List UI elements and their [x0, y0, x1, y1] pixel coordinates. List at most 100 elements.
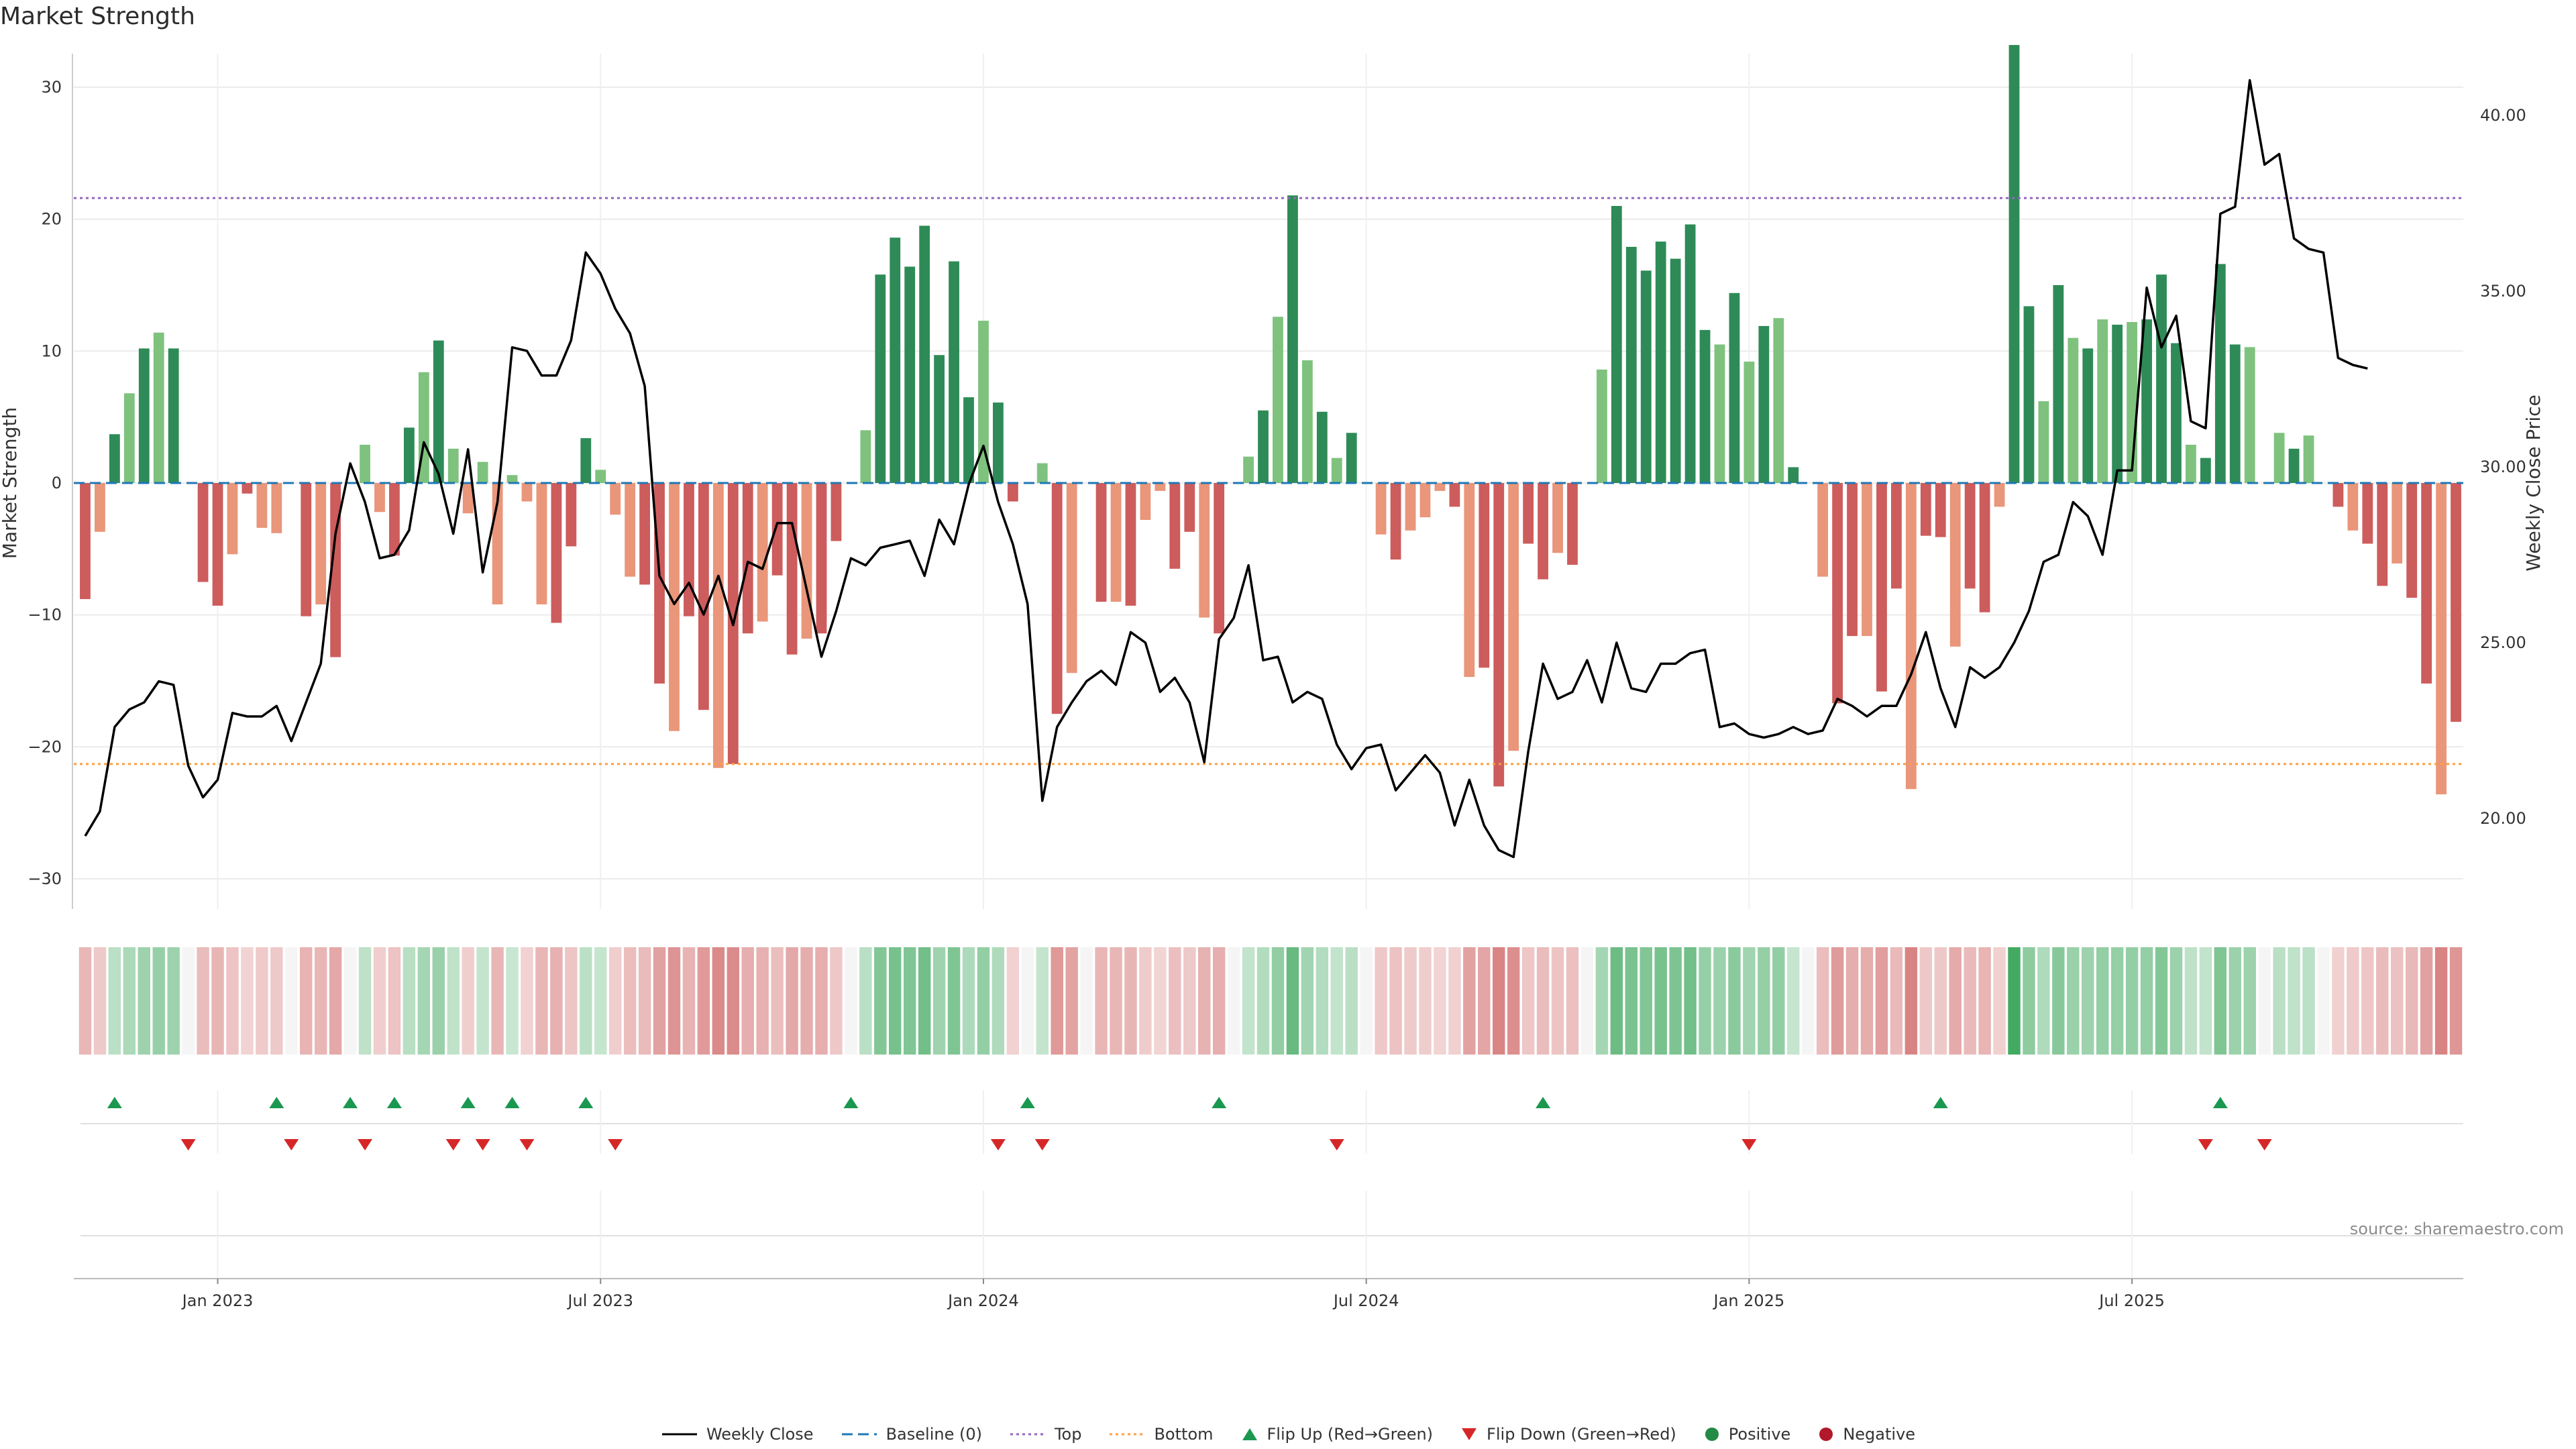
legend-label-flip-up: Flip Up (Red→Green) — [1267, 1425, 1434, 1444]
heat-cell — [1919, 947, 1933, 1055]
strength-bar — [1935, 483, 1946, 537]
strength-bar — [1773, 318, 1784, 483]
strength-bar — [2421, 483, 2432, 684]
strength-bar — [2273, 433, 2285, 483]
heat-cell — [1728, 947, 1741, 1055]
strength-bar — [904, 266, 916, 483]
strength-bar — [816, 483, 827, 634]
strength-bar — [1464, 483, 1475, 678]
negative-dot-icon — [1819, 1428, 1833, 1441]
strength-bar — [2200, 458, 2211, 483]
heat-cell — [565, 947, 578, 1055]
heat-cell — [2302, 947, 2315, 1055]
strength-bar — [1714, 344, 1725, 483]
heat-cell — [182, 947, 195, 1055]
heat-cell — [1448, 947, 1461, 1055]
flip-down-marker — [180, 1139, 196, 1150]
strength-bar — [830, 483, 842, 541]
heat-cell — [1580, 947, 1594, 1055]
heat-cell — [521, 947, 533, 1055]
strength-bar — [595, 470, 606, 483]
flip-up-marker — [578, 1097, 594, 1108]
strength-bar — [521, 483, 533, 502]
heat-cell — [1669, 947, 1682, 1055]
strength-bar — [1699, 329, 1711, 483]
top-dotted-swatch — [1010, 1433, 1045, 1436]
strength-bar — [1155, 483, 1166, 491]
heat-cell — [256, 947, 268, 1055]
heat-cell — [1212, 947, 1226, 1055]
strength-bar — [875, 274, 886, 483]
y-tick-label: −20 — [28, 737, 62, 756]
strength-bar — [919, 225, 930, 483]
heat-cell — [226, 947, 239, 1055]
heat-cell — [1316, 947, 1329, 1055]
heat-cell — [1095, 947, 1108, 1055]
flip-down-marker — [990, 1139, 1006, 1150]
strength-bar — [2406, 483, 2418, 598]
strength-bar — [1316, 411, 1328, 483]
strength-bar — [1405, 483, 1416, 531]
heat-cell — [800, 947, 813, 1055]
flip-up-marker — [107, 1097, 122, 1108]
heat-cell — [1375, 947, 1387, 1055]
heat-cell — [1404, 947, 1417, 1055]
strength-bar — [1596, 369, 1607, 483]
strength-bar — [2377, 483, 2388, 586]
heat-cell — [1713, 947, 1726, 1055]
flip-up-marker — [2212, 1097, 2228, 1108]
heat-cell — [667, 947, 681, 1055]
strength-bar — [1847, 483, 1858, 637]
heat-cell — [241, 947, 254, 1055]
heat-cell — [1875, 947, 1888, 1055]
y-tick-label: 10 — [41, 341, 62, 360]
strength-bar — [1670, 258, 1681, 483]
heat-cell — [506, 947, 519, 1055]
y2-tick-label: 25.00 — [2480, 633, 2526, 652]
heat-cell — [1845, 947, 1859, 1055]
heat-cell — [491, 947, 504, 1055]
flip-down-marker — [608, 1139, 623, 1150]
strength-bar — [2332, 483, 2344, 507]
strength-bar — [1493, 483, 1505, 787]
strength-bar — [2436, 483, 2447, 795]
heat-cell — [859, 947, 872, 1055]
heat-cell — [285, 947, 298, 1055]
strength-bar — [742, 483, 753, 634]
strength-bar — [1066, 483, 1077, 674]
heat-cell — [1610, 947, 1623, 1055]
strength-bar — [2347, 483, 2359, 531]
strength-bar — [360, 444, 370, 483]
heat-cell — [1065, 947, 1078, 1055]
flip-down-marker — [2257, 1139, 2272, 1150]
strength-bar — [2244, 347, 2255, 483]
heat-cell — [211, 947, 224, 1055]
heat-cell — [343, 947, 357, 1055]
heat-cell — [314, 947, 327, 1055]
strength-bar — [301, 483, 312, 616]
heat-cell — [786, 947, 798, 1055]
strength-bar — [2303, 435, 2314, 483]
flip-down-marker — [445, 1139, 461, 1150]
heat-cell — [1801, 947, 1815, 1055]
strength-bar — [2053, 285, 2064, 483]
heat-cell — [608, 947, 622, 1055]
flip-down-marker — [519, 1139, 535, 1150]
strength-bar — [1331, 458, 1342, 483]
heat-cell — [653, 947, 666, 1055]
strength-bar — [1036, 463, 1048, 483]
strength-bar — [2392, 483, 2403, 564]
heat-cell — [417, 947, 431, 1055]
heat-cell — [1021, 947, 1034, 1055]
strength-bar — [978, 321, 989, 483]
heat-cell — [447, 947, 460, 1055]
strength-bar — [1788, 467, 1799, 483]
strength-bar — [610, 483, 621, 515]
strength-bar — [462, 483, 474, 514]
strength-bar — [1949, 483, 1961, 647]
strength-bar — [949, 261, 959, 483]
flip-up-marker — [1933, 1097, 1948, 1108]
heat-cell — [476, 947, 489, 1055]
strength-bar — [1655, 241, 1666, 483]
strength-bar — [2229, 344, 2241, 483]
